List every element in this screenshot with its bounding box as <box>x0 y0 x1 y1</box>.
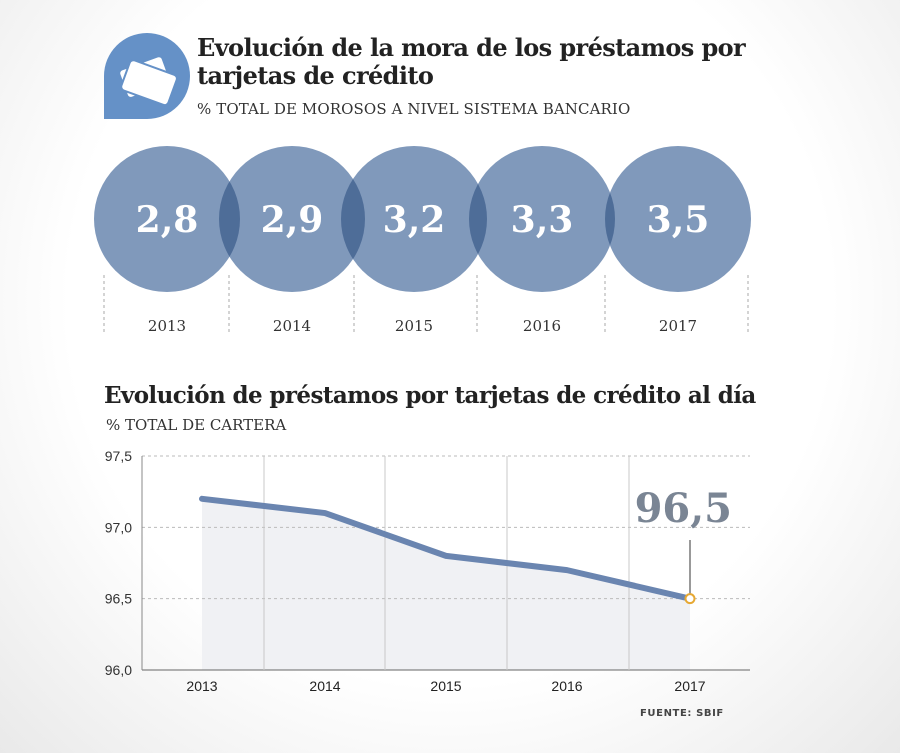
highlight-point <box>684 593 696 605</box>
y-tick-label: 97,5 <box>105 448 132 464</box>
chart-subtitle: % TOTAL DE MOROSOS A NIVEL SISTEMA BANCA… <box>197 100 631 118</box>
y-tick-label: 96,0 <box>105 662 132 678</box>
highlight-value-label: 96,5 <box>635 485 732 532</box>
bubble-year-label: 2014 <box>273 317 311 335</box>
bubble-2014 <box>219 146 365 292</box>
on-time-loans-area-chart: 96,0 96,5 97,0 97,5 2013 2014 2015 2016 2017 96,5 <box>105 448 750 694</box>
bubble-value-label: 3,3 <box>511 199 574 241</box>
bubble-2017 <box>605 146 751 292</box>
y-tick-label: 96,5 <box>105 591 132 607</box>
x-tick-label: 2017 <box>674 678 705 694</box>
bubble-2016 <box>469 146 615 292</box>
bubble-year-label: 2015 <box>395 317 433 335</box>
x-tick-label: 2016 <box>551 678 582 694</box>
bubble-year-label: 2016 <box>523 317 561 335</box>
x-tick-label: 2014 <box>309 678 340 694</box>
bubble-2015 <box>341 146 487 292</box>
section-title: Evolución de préstamos por tarjetas de c… <box>104 382 756 409</box>
section-subtitle: % TOTAL DE CARTERA <box>106 416 287 434</box>
credit-cards-icon <box>104 33 190 119</box>
y-tick-label: 97,0 <box>105 519 132 535</box>
bubble-value-label: 3,5 <box>647 199 710 241</box>
area-fill <box>202 498 690 670</box>
bubble-year-label: 2013 <box>148 317 186 335</box>
x-tick-label: 2015 <box>430 678 461 694</box>
source-note: FUENTE: SBIF <box>640 708 724 719</box>
delinquency-bubble-chart: 2,8 2,9 3,2 3,3 3,5 2013 2014 2015 2016 2017 <box>94 146 751 335</box>
bubble-2013 <box>94 146 240 292</box>
bubble-value-label: 3,2 <box>383 199 446 241</box>
chart-title: Evolución de la mora de los préstamos po… <box>197 33 746 90</box>
bubble-year-label: 2017 <box>659 317 697 335</box>
series-line <box>199 495 693 602</box>
bubble-value-label: 2,9 <box>261 199 324 241</box>
x-tick-label: 2013 <box>186 678 217 694</box>
bubble-value-label: 2,8 <box>136 199 199 241</box>
